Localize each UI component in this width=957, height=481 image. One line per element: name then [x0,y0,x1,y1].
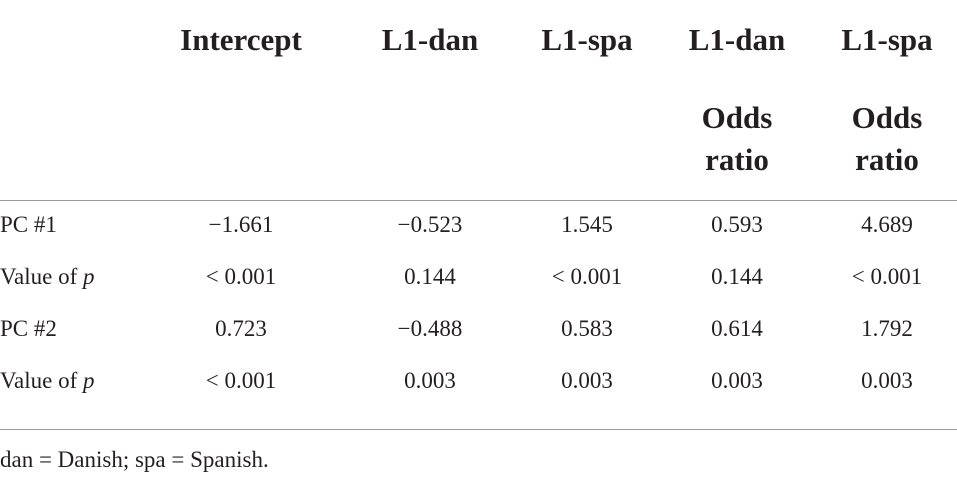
table-cell: 4.689 [861,212,913,237]
table-cell: 0.003 [404,368,456,393]
table-cell: 1.792 [861,316,913,341]
table-cell: 0.614 [711,316,763,341]
row-label: Value of p [0,368,95,394]
table-cell: −1.661 [208,212,274,237]
table-cell: 0.593 [711,212,763,237]
bottom-rule [0,429,957,430]
row-label-text: Value of [0,264,78,289]
row-label-text: PC #2 [0,316,57,341]
column-subheader: Odds ratio [701,100,773,177]
table-cell: 0.144 [711,264,763,289]
table-cell: < 0.001 [851,264,923,289]
column-header: L1-dan [688,22,786,57]
row-label-italic: p [83,264,95,289]
row-label-text: PC #1 [0,212,57,237]
table-cell: 0.003 [711,368,763,393]
table-cell: 1.545 [561,212,613,237]
header-rule [0,200,957,201]
column-subheader: Odds ratio [851,100,923,177]
table-cell: 0.003 [861,368,913,393]
table-cell: 0.723 [215,316,267,341]
table-cell: < 0.001 [551,264,623,289]
column-header: L1-spa [541,22,633,57]
column-header: L1-spa [841,22,933,57]
column-header: Intercept [180,22,302,57]
row-label: Value of p [0,264,95,290]
table-cell: < 0.001 [205,368,277,393]
table-cell: < 0.001 [205,264,277,289]
row-label-italic: p [83,368,95,393]
table-cell: 0.003 [561,368,613,393]
footnote: dan = Danish; spa = Spanish. [0,447,269,472]
table-cell: 0.583 [561,316,613,341]
row-label: PC #2 [0,316,57,342]
row-label: PC #1 [0,212,57,238]
column-header: L1-dan [381,22,479,57]
table-cell: −0.488 [397,316,463,341]
table-cell: 0.144 [404,264,456,289]
table-cell: −0.523 [397,212,463,237]
row-label-text: Value of [0,368,78,393]
